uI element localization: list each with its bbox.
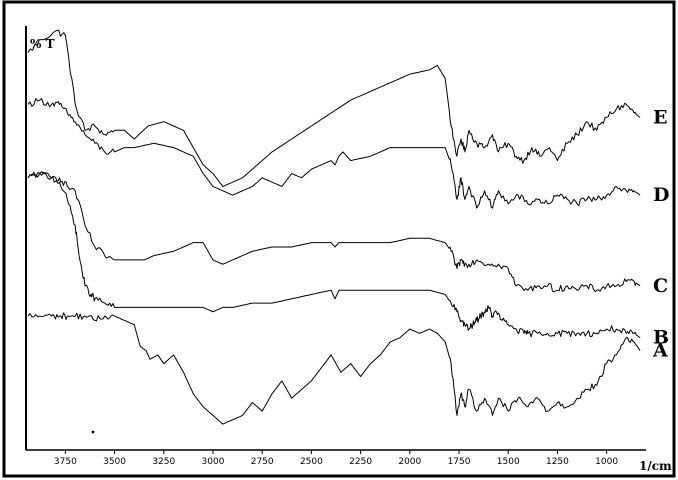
x-tick-label: 3000 <box>202 457 225 467</box>
series-labels: E D C BA <box>652 106 669 361</box>
y-axis-label: % T <box>30 37 55 51</box>
x-tick-label: 1750 <box>448 457 471 467</box>
x-tick-label: 2500 <box>300 457 323 467</box>
x-tick-label: 1000 <box>595 457 618 467</box>
x-tick-label: 3250 <box>152 457 175 467</box>
x-axis-unit-label: 1/cm <box>639 459 672 473</box>
series-line-b <box>27 171 641 339</box>
x-tick-label: 1500 <box>497 457 520 467</box>
series-label-a: A <box>652 340 668 362</box>
x-tick-label: 3500 <box>103 457 126 467</box>
x-tick-label: 2250 <box>349 457 372 467</box>
series-line-e <box>27 29 641 187</box>
series-label-b: B <box>653 327 669 349</box>
stray-dot-mark <box>91 430 95 434</box>
series-label-e: E <box>653 106 667 128</box>
x-axis-ticks: 3750 3500 3250 3000 2750 2500 2250 2000 1750 1500… <box>54 430 618 467</box>
series-group <box>27 29 641 425</box>
series-line-d <box>27 98 641 209</box>
x-tick-label: 3750 <box>54 457 77 467</box>
series-line-a <box>27 312 641 425</box>
series-line-c <box>27 171 641 293</box>
series-label-d: D <box>653 184 669 206</box>
x-tick-label: 2000 <box>398 457 421 467</box>
x-tick-label: 1250 <box>546 457 569 467</box>
x-tick-label: 2750 <box>251 457 274 467</box>
series-label-c: C <box>653 275 668 297</box>
